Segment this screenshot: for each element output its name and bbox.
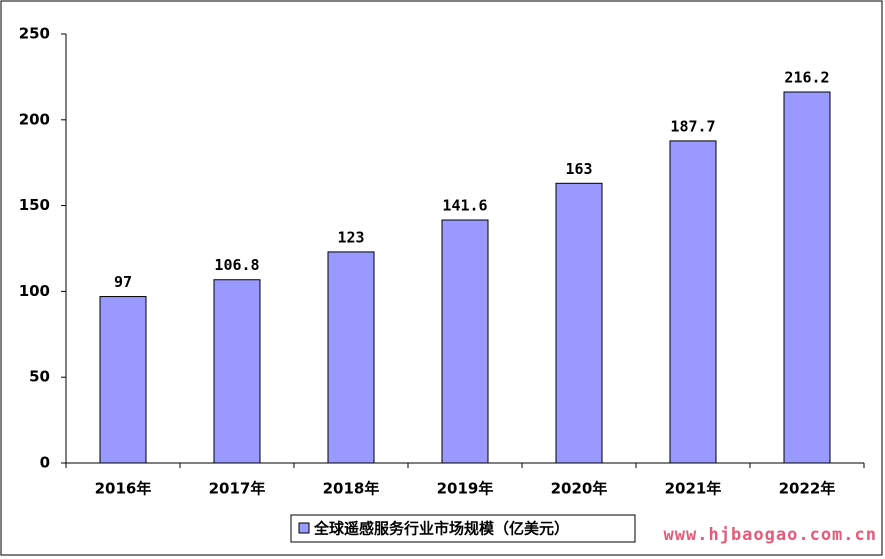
data-label: 187.7 bbox=[670, 117, 715, 135]
y-tick-label: 150 bbox=[19, 196, 50, 214]
x-tick-label: 2019年 bbox=[437, 480, 494, 498]
data-label: 106.8 bbox=[214, 256, 259, 274]
data-label: 163 bbox=[565, 160, 592, 178]
bar bbox=[441, 219, 489, 464]
y-tick-label: 100 bbox=[19, 282, 50, 300]
y-tick-label: 50 bbox=[29, 368, 50, 386]
y-tick-label: 200 bbox=[19, 110, 50, 128]
y-tick-label: 0 bbox=[40, 454, 50, 472]
legend-label: 全球遥感服务行业市场规模（亿美元） bbox=[313, 520, 569, 538]
data-label: 216.2 bbox=[784, 69, 829, 87]
x-tick-label: 2018年 bbox=[323, 480, 380, 498]
x-tick-label: 2016年 bbox=[95, 480, 152, 498]
x-tick-label: 2022年 bbox=[779, 480, 836, 498]
x-tick-label: 2020年 bbox=[551, 480, 608, 498]
legend-box bbox=[290, 514, 636, 543]
x-tick-label: 2017年 bbox=[209, 480, 266, 498]
legend-swatch bbox=[298, 522, 310, 534]
bar bbox=[783, 91, 831, 464]
data-label: 123 bbox=[337, 228, 364, 246]
bar bbox=[327, 251, 375, 464]
data-label: 141.6 bbox=[442, 197, 487, 215]
bar bbox=[99, 296, 147, 464]
y-tick-label: 250 bbox=[19, 25, 50, 43]
bar bbox=[669, 140, 717, 464]
bar bbox=[213, 279, 261, 464]
legend: 全球遥感服务行业市场规模（亿美元） bbox=[290, 514, 636, 543]
x-tick-label: 2021年 bbox=[665, 480, 722, 498]
bar bbox=[555, 182, 603, 464]
data-label: 97 bbox=[114, 273, 132, 291]
watermark: www.hjbaogao.com.cn bbox=[664, 525, 877, 545]
